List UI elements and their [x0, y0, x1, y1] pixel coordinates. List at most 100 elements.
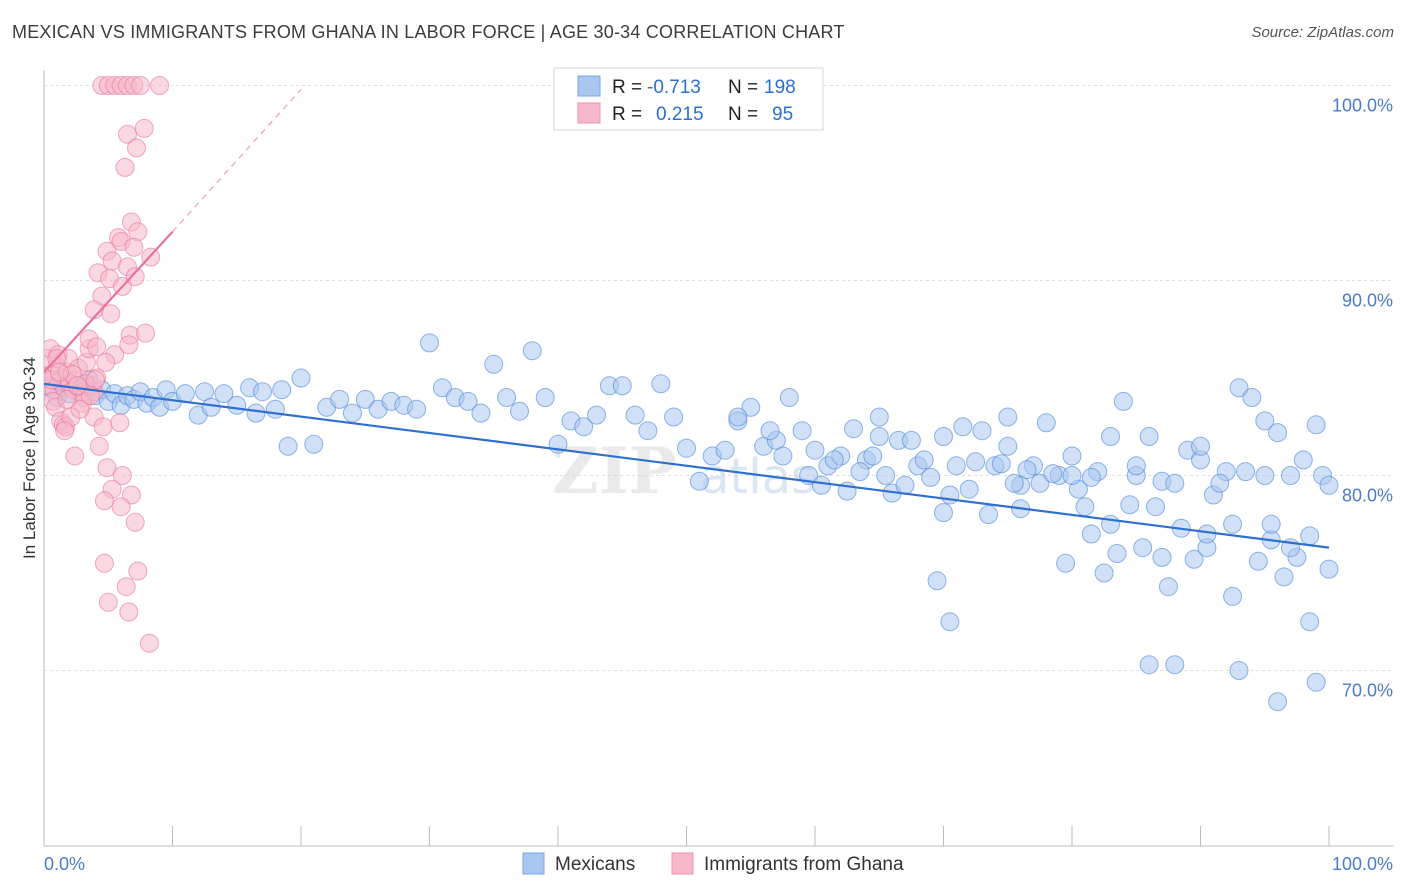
mexicans-point [914, 450, 934, 470]
source-credit: Source: ZipAtlas.com [1251, 24, 1394, 41]
y-tick-label: 80.0% [1342, 486, 1393, 506]
mexicans-point [1036, 413, 1056, 433]
mexicans-point [574, 417, 594, 437]
ghana-point [67, 376, 87, 396]
mexicans-point [991, 454, 1011, 474]
y-tick-label: 100.0% [1332, 96, 1393, 116]
ghana-point [116, 577, 136, 597]
legend-n-value-1: 198 [764, 77, 796, 98]
mexicans-point [1004, 473, 1024, 493]
gridlines [44, 85, 1394, 671]
mexicans-point [1248, 551, 1268, 571]
ghana-point [49, 362, 69, 382]
mexicans-point [998, 407, 1018, 427]
mexicans-point [1255, 411, 1275, 431]
ghana-point [136, 323, 155, 343]
mexicans-point [1229, 661, 1249, 680]
ghana-point [118, 124, 137, 144]
ghana-point [65, 446, 85, 466]
chart-title: MEXICAN VS IMMIGRANTS FROM GHANA IN LABO… [12, 22, 845, 42]
bottom-legend-swatch-ghana [671, 852, 694, 875]
ghana-point [55, 421, 75, 441]
mexicans-point [850, 462, 870, 482]
ghana-point [130, 76, 150, 95]
mexicans-point [304, 434, 324, 454]
ghana-point [124, 237, 144, 257]
mexicans-point [227, 395, 247, 415]
ghana-point [94, 553, 114, 573]
ghana-point [150, 76, 170, 95]
ghana-trend-line [44, 231, 174, 373]
mexicans-point [1229, 378, 1249, 398]
legend-r-value-1: -0.713 [647, 77, 701, 98]
mexicans-point [272, 380, 292, 400]
x-tick-label-min: 0.0% [44, 854, 85, 874]
ghana-point [112, 466, 132, 485]
mexicans-point [1107, 544, 1127, 563]
ghana-point [101, 304, 121, 324]
mexicans-point [1126, 456, 1146, 476]
ghana-point [57, 389, 77, 409]
bottom-legend-label-ghana: Immigrants from Ghana [704, 854, 904, 875]
mexicans-point [1139, 427, 1159, 446]
mexicans-point [1293, 450, 1313, 470]
mexicans-point [1165, 655, 1185, 675]
ghana-point [119, 335, 139, 355]
legend-swatch-ghana [577, 102, 601, 124]
legend-n-label-2: N = [728, 104, 758, 125]
mexicans-point [1120, 495, 1140, 515]
mexicans-point [253, 382, 272, 402]
mexicans-point [1210, 473, 1230, 493]
mexicans-point [458, 391, 478, 411]
legend-r-label-1: R = [612, 77, 642, 98]
legend-r-label-2: R = [612, 104, 642, 125]
mexicans-point [1268, 692, 1288, 712]
mexicans-point [1094, 563, 1114, 583]
mexicans-point [689, 471, 709, 491]
y-tick-labels: 100.0% 90.0% 80.0% 70.0% [1332, 96, 1393, 701]
mexicans-point [1184, 549, 1204, 569]
ghana-point [98, 592, 118, 612]
mexicans-point [972, 421, 992, 441]
bottom-legend: Mexicans Immigrants from Ghana [522, 852, 904, 875]
ghana-point [97, 458, 117, 478]
mexicans-point [1223, 514, 1243, 534]
mexicans-point [1139, 655, 1159, 675]
mexicans-point [927, 571, 947, 591]
mexicans-point [265, 399, 285, 419]
mexicans-point [432, 378, 452, 398]
mexicans-point [959, 479, 979, 499]
mexicans-point [510, 401, 529, 421]
ghana-point [128, 561, 148, 581]
mexicans-point [1075, 497, 1095, 517]
mexicans-point [1197, 524, 1217, 544]
y-tick-label: 90.0% [1342, 291, 1393, 311]
mexicans-point [522, 341, 542, 361]
legend-r-value-2: 0.215 [656, 104, 704, 125]
stats-legend: R = -0.713 N = 198 R = 0.215 N = 95 [553, 67, 824, 131]
mexicans-point [625, 405, 645, 425]
mexicans-point [651, 374, 671, 394]
mexicans-point [934, 503, 953, 523]
mexicans-point [1062, 446, 1082, 466]
mexicans-point [741, 397, 761, 417]
mexicans-point [921, 467, 941, 487]
mexicans-point [998, 436, 1018, 456]
mexicans-point [1300, 526, 1320, 546]
mexicans-point [966, 452, 986, 472]
mexicans-point [1081, 524, 1101, 544]
ghana-point [128, 222, 148, 242]
legend-swatch-mexicans [577, 75, 601, 97]
mexicans-point [342, 403, 362, 423]
mexicans-point [953, 417, 973, 437]
mexicans-point [1030, 473, 1050, 493]
mexicans-point [1255, 466, 1275, 485]
mexicans-point [1165, 473, 1185, 493]
mexicans-point [1152, 547, 1172, 567]
scatter-points [44, 76, 1339, 712]
ghana-point [134, 118, 154, 138]
mexicans-point [677, 438, 696, 458]
mexicans-point [1101, 427, 1120, 446]
ghana-point [87, 337, 107, 357]
